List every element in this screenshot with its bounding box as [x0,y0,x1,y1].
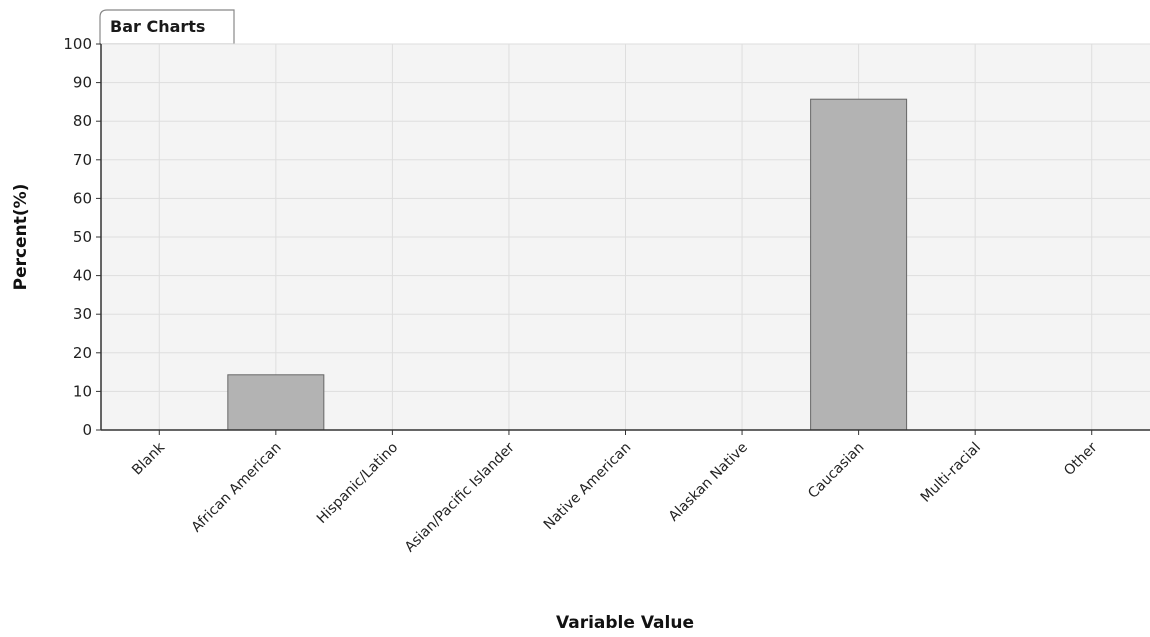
y-tick-label: 20 [73,344,92,362]
x-tick-label: Native American [541,440,635,534]
x-axis-title: Variable Value [556,613,694,633]
x-tick-label: Alaskan Native [666,440,751,525]
x-tick-labels: Blank African American Hispanic/Latino Asia… [129,430,1101,555]
y-tick-label: 50 [73,228,92,246]
y-tick-label: 70 [73,151,92,169]
x-tick-label: Other [1061,439,1101,479]
y-tick-label: 30 [73,305,92,323]
x-tick-label: Multi-racial [918,440,984,506]
chart-tab-shape [99,9,235,45]
y-tick-label: 10 [73,382,92,400]
x-tick-label: African American [189,440,285,536]
y-tick-label: 100 [63,35,92,53]
y-tick-label: 90 [73,74,92,92]
x-tick-label: Asian/Pacific Islander [402,439,518,555]
x-tick-label: Blank [129,439,169,479]
chart-tab-label: Bar Charts [110,17,205,36]
y-axis-title: Percent(%) [11,184,31,291]
y-tick-label: 40 [73,267,92,285]
x-tick-label: Caucasian [805,440,867,502]
x-tick-label: Hispanic/Latino [314,440,401,527]
bar-african-american [227,374,325,431]
bars [227,98,908,431]
gridlines [101,43,1150,430]
y-tick-label: 80 [73,112,92,130]
y-tick-labels: 0 10 20 30 40 50 60 70 80 90 100 [63,35,101,439]
bar-caucasian [810,98,908,431]
y-tick-label: 0 [82,421,92,439]
chart-tab[interactable]: Bar Charts [99,9,235,45]
y-tick-label: 60 [73,189,92,207]
